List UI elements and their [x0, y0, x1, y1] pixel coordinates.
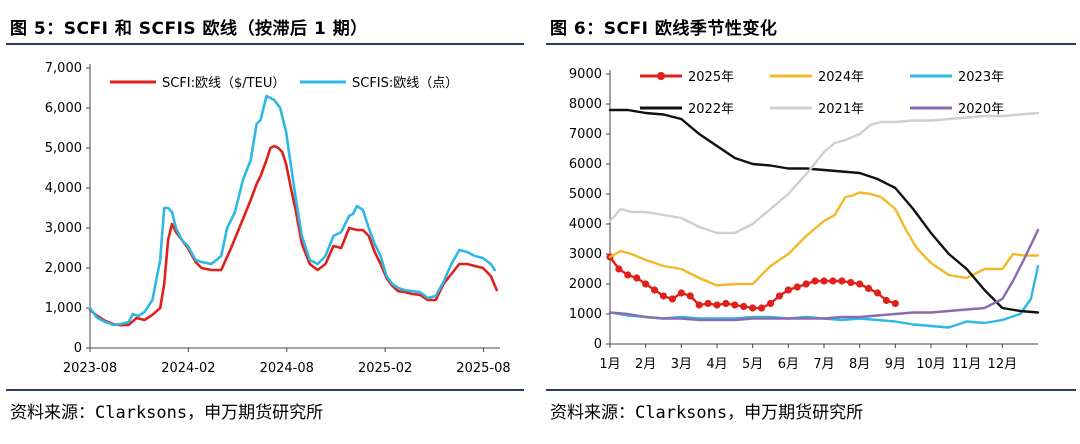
data-point — [642, 280, 650, 288]
x-tick-label: 2025-08 — [456, 361, 510, 376]
data-point — [749, 304, 757, 312]
y-tick-label: 5000 — [569, 187, 602, 202]
series-line — [608, 108, 1040, 314]
x-tick-label: 2024-02 — [161, 361, 215, 376]
data-point — [740, 302, 748, 311]
y-tick-label: 6,000 — [45, 101, 82, 116]
data-point — [820, 277, 828, 285]
y-tick-label: 0 — [594, 337, 602, 352]
data-point — [722, 299, 730, 308]
series-line — [608, 111, 1040, 235]
y-tick-label: 7000 — [569, 127, 602, 142]
x-tick-label: 6月 — [778, 357, 799, 372]
legend-label: 2024年 — [818, 70, 864, 85]
x-tick-label: 3月 — [671, 357, 692, 372]
y-tick-label: 5,000 — [45, 141, 82, 156]
x-tick-label: 4月 — [706, 357, 727, 372]
data-point — [650, 286, 659, 294]
data-point — [704, 299, 712, 308]
y-tick-label: 4,000 — [45, 181, 82, 196]
data-point — [856, 280, 864, 288]
source-rule — [6, 389, 524, 391]
y-tick-label: 2000 — [569, 277, 602, 292]
data-point — [847, 278, 855, 287]
y-tick-label: 7,000 — [45, 61, 82, 76]
data-point — [891, 299, 899, 308]
legend-label: SCFIS:欧线（点） — [352, 76, 458, 91]
x-tick-label: 10月 — [916, 357, 946, 372]
figure-title: 图 6：SCFI 欧线季节性变化 — [550, 19, 778, 39]
x-tick-label: 5月 — [742, 357, 763, 372]
x-tick-label: 1月 — [599, 357, 620, 372]
source-note: 资料来源：Clarksons，申万期货研究所 — [550, 403, 864, 423]
x-tick-label: 2月 — [635, 357, 656, 372]
data-point — [775, 292, 784, 300]
data-point — [624, 271, 632, 279]
data-point — [731, 301, 739, 309]
data-point — [784, 286, 792, 294]
seasonality-chart: 0 1000 2000 3000 4000 5000 6000 7000 8000 9000 1月 2… — [569, 67, 1040, 372]
data-point — [829, 277, 837, 285]
data-point — [864, 284, 873, 293]
legend-marker — [657, 72, 665, 80]
y-tick-label: 6000 — [569, 157, 602, 172]
y-tick-label: 0 — [74, 341, 82, 356]
data-point — [668, 295, 677, 303]
legend-label: SCFI:欧线（$/TEU） — [162, 76, 285, 91]
data-point — [811, 277, 819, 285]
series-line — [88, 94, 497, 327]
x-tick-label: 7月 — [813, 357, 834, 372]
y-tick-label: 4000 — [569, 217, 602, 232]
title-rule — [6, 43, 524, 45]
figure-title: 图 5：SCFI 和 SCFIS 欧线（按滞后 1 期） — [10, 19, 368, 39]
data-point — [686, 292, 694, 300]
series-line — [608, 228, 1040, 322]
legend-label: 2020年 — [958, 102, 1004, 117]
x-tick-label: 9月 — [885, 357, 906, 372]
y-tick-label: 2,000 — [45, 261, 82, 276]
x-tick-label: 2023-08 — [63, 361, 117, 376]
data-point — [677, 289, 685, 297]
x-tick-label: 12月 — [988, 357, 1018, 372]
data-point — [838, 277, 846, 285]
legend-label: 2023年 — [958, 70, 1004, 85]
series-line — [88, 144, 499, 327]
y-tick-label: 3,000 — [45, 221, 82, 236]
series-line — [608, 191, 1040, 287]
y-tick-label: 8000 — [569, 97, 602, 112]
data-point — [757, 304, 766, 312]
legend-label: 2022年 — [688, 102, 734, 117]
data-point — [873, 289, 882, 297]
source-rule — [546, 389, 1076, 391]
legend-label: 2021年 — [818, 102, 864, 117]
x-tick-label: 11月 — [952, 357, 982, 372]
data-point — [766, 299, 775, 308]
y-tick-label: 1,000 — [45, 301, 82, 316]
data-point — [695, 301, 703, 309]
data-point — [802, 280, 810, 288]
data-point — [713, 301, 721, 309]
figure-5-panel: 图 5：SCFI 和 SCFIS 欧线（按滞后 1 期） 0 1,000 2,000… — [0, 0, 528, 444]
y-tick-label: 3000 — [569, 247, 602, 262]
title-rule — [546, 43, 1076, 45]
source-note: 资料来源：Clarksons，申万期货研究所 — [10, 403, 324, 423]
series-line — [608, 264, 1040, 329]
data-point — [882, 296, 891, 305]
data-point — [633, 274, 641, 282]
data-point — [659, 292, 668, 300]
y-tick-label: 9000 — [569, 67, 602, 82]
x-tick-label: 8月 — [849, 357, 870, 372]
figure-6-panel: 图 6：SCFI 欧线季节性变化 0 1000 2000 3000 4000 5000 60… — [540, 0, 1080, 444]
legend-label: 2025年 — [688, 70, 734, 85]
y-tick-label: 1000 — [569, 307, 602, 322]
data-point — [793, 283, 801, 291]
x-tick-label: 2025-02 — [358, 361, 412, 376]
data-point — [615, 265, 623, 273]
x-tick-label: 2024-08 — [260, 361, 314, 376]
scfi-scfis-chart: 0 1,000 2,000 3,000 4,000 5,000 6,000 7,000 2023… — [45, 61, 511, 376]
